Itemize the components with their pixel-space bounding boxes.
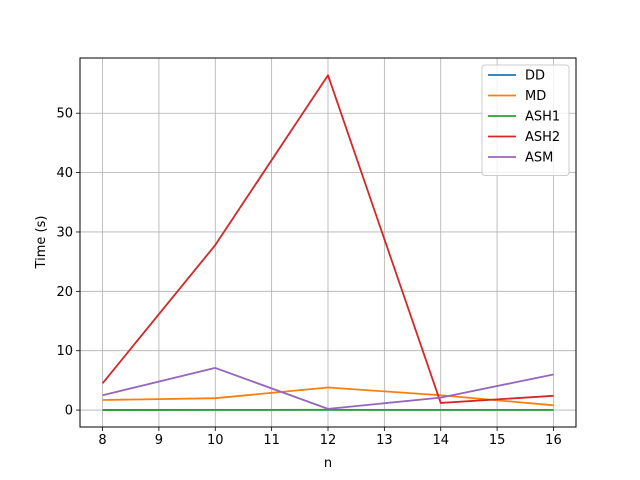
x-tick-label: 13 (376, 433, 393, 448)
series-line-asm (102, 367, 554, 410)
x-tick-label: 16 (545, 433, 562, 448)
y-tick-label: 10 (56, 344, 73, 359)
x-tick-label: 15 (489, 433, 506, 448)
legend-box (481, 64, 570, 176)
y-tick-label: 30 (56, 225, 73, 240)
legend-label: ASH1 (525, 110, 560, 125)
y-tick-label: 0 (65, 404, 73, 419)
x-tick-label: 12 (320, 433, 337, 448)
series-line-md (102, 386, 554, 407)
legend-label: ASH2 (525, 130, 560, 145)
legend-label: ASM (525, 151, 553, 166)
series-line-ash2 (101, 74, 554, 404)
x-axis-label: n (324, 456, 332, 471)
x-tick-label: 9 (155, 433, 163, 448)
y-tick-label: 40 (56, 166, 73, 181)
x-axis-ticks: 8 9 10 11 12 13 14 15 16 (98, 427, 562, 448)
legend-label: MD (525, 89, 546, 104)
legend-label: DD (525, 69, 545, 84)
x-tick-label: 8 (98, 433, 106, 448)
x-tick-label: 10 (207, 433, 224, 448)
legend: DD MD ASH1 ASH2 ASM (481, 64, 570, 176)
y-axis-ticks: 0 10 20 30 40 50 (56, 107, 80, 419)
x-tick-label: 11 (263, 433, 280, 448)
y-tick-label: 20 (56, 285, 73, 300)
x-tick-label: 14 (432, 433, 449, 448)
y-axis-label: Time (s) (34, 216, 49, 270)
series-lines (101, 74, 554, 411)
y-tick-label: 50 (56, 107, 73, 122)
